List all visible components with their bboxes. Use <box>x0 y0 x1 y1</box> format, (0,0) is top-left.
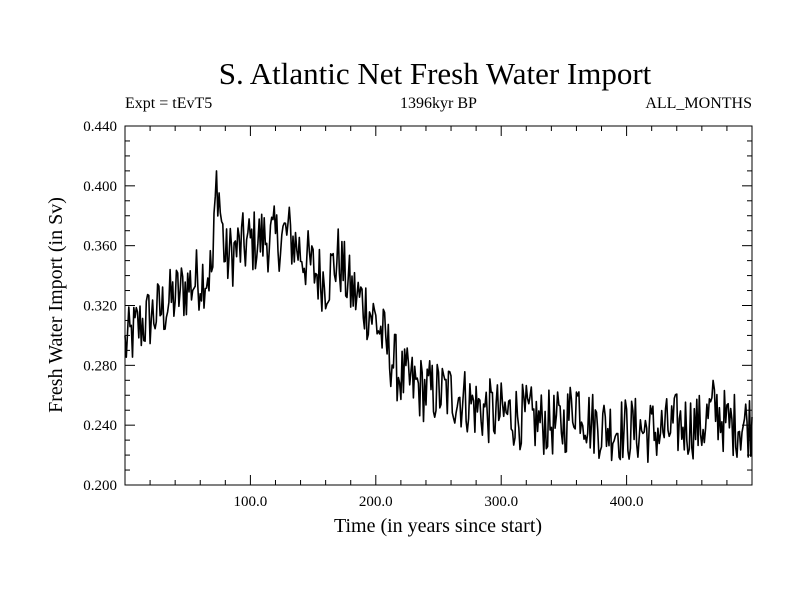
axis-ticks <box>125 126 752 485</box>
x-tick-label: 100.0 <box>234 494 268 510</box>
chart-title: S. Atlantic Net Fresh Water Import <box>218 56 652 91</box>
experiment-label: Expt = tEvT5 <box>125 95 213 112</box>
y-tick-label: 0.440 <box>83 119 117 135</box>
x-tick-labels: 100.0 200.0 300.0 400.0 <box>234 494 644 510</box>
y-tick-label: 0.280 <box>83 358 117 374</box>
y-axis-label: Fresh Water Import (in Sv) <box>45 197 67 413</box>
period-label: 1396kyr BP <box>400 95 477 112</box>
x-tick-label: 200.0 <box>359 494 393 510</box>
months-label: ALL_MONTHS <box>645 95 752 112</box>
y-tick-label: 0.400 <box>83 179 117 195</box>
y-tick-label: 0.320 <box>83 299 117 315</box>
x-tick-label: 400.0 <box>610 494 644 510</box>
series-line <box>124 170 753 463</box>
y-tick-label: 0.240 <box>83 418 117 434</box>
y-tick-labels: 0.200 0.240 0.280 0.320 0.360 0.400 0.440 <box>83 119 117 494</box>
x-tick-label: 300.0 <box>484 494 518 510</box>
y-tick-label: 0.200 <box>83 478 117 494</box>
y-tick-label: 0.360 <box>83 239 117 255</box>
chart-subtitle-row: Expt = tEvT5 1396kyr BP ALL_MONTHS <box>125 94 752 114</box>
x-axis-label: Time (in years since start) <box>334 515 542 537</box>
